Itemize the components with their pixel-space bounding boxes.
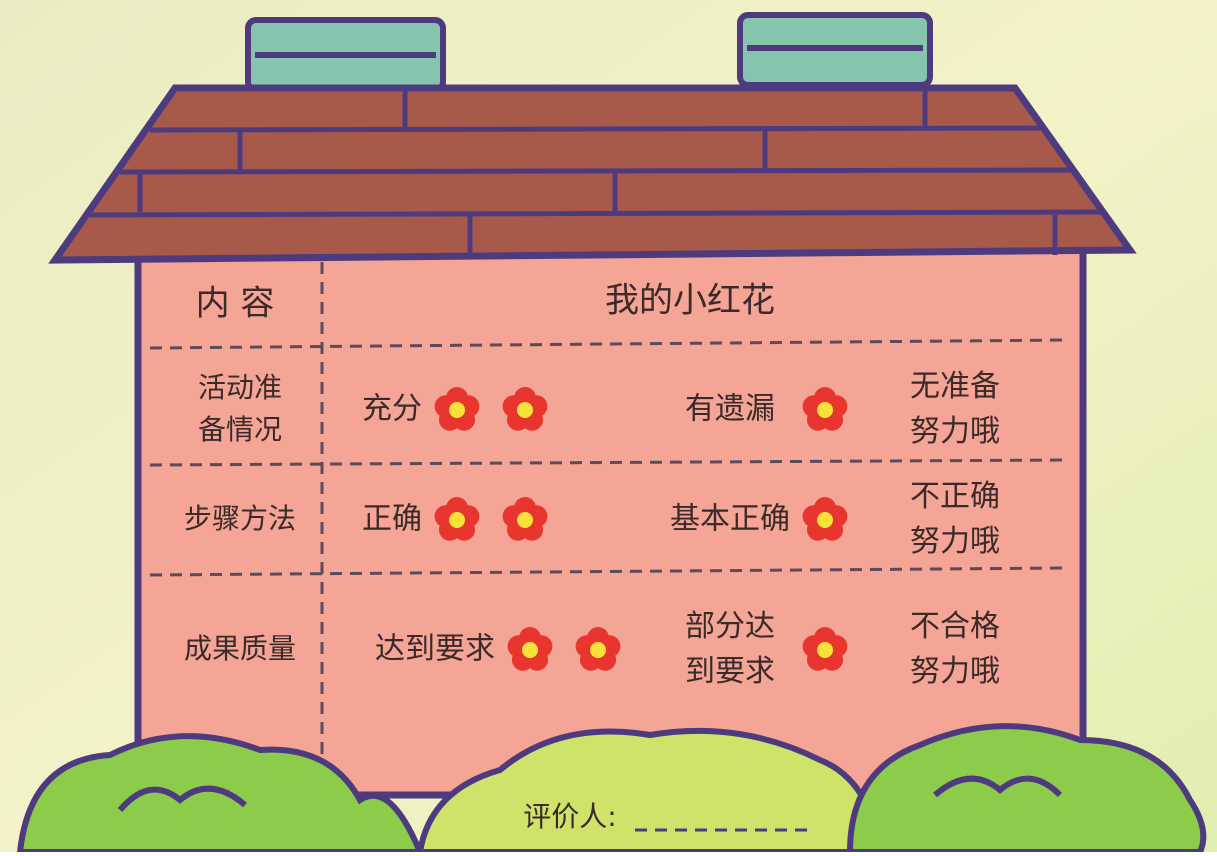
flower-icon (434, 387, 480, 431)
flower-icon (802, 497, 848, 541)
poor-text: 无准备 (910, 369, 1000, 404)
fair-text: 基本正确 (670, 502, 790, 537)
good-text: 达到要求 (375, 632, 495, 667)
flower-center (522, 642, 538, 658)
good-text: 正确 (362, 502, 422, 537)
flower-center (817, 512, 833, 528)
flower-center (817, 642, 833, 658)
poor-text: 努力哦 (910, 524, 1000, 559)
flower-icon (802, 627, 848, 671)
poor-text: 不合格 (910, 609, 1000, 644)
flower-center (590, 642, 606, 658)
poor-text: 不正确 (910, 479, 1000, 514)
flower-icon (507, 627, 553, 671)
good-text: 充分 (362, 392, 422, 427)
flower-center (449, 402, 465, 418)
evaluator-label: 评价人: (523, 800, 616, 833)
poor-text: 努力哦 (910, 414, 1000, 449)
flower-center (517, 402, 533, 418)
fair-text: 到要求 (685, 654, 775, 689)
flower-center (449, 512, 465, 528)
wall (134, 246, 1087, 799)
row-label: 活动准 (198, 371, 282, 404)
bushes (16, 723, 1207, 855)
table: 内 容我的小红花活动准备情况充分 有遗漏无准备努力哦步骤方法 正确 基本正确不正确努力… (184, 281, 1000, 690)
roof (48, 84, 1137, 264)
flower-icon (434, 497, 480, 541)
row-label: 成果质量 (184, 632, 296, 665)
flower-icon (575, 627, 621, 671)
row-label: 备情况 (198, 413, 282, 446)
fair-text: 有遗漏 (685, 392, 775, 427)
header-cell: 内 容 (196, 284, 275, 324)
header-cell: 我的小红花 (605, 281, 775, 321)
table-grid (149, 262, 1069, 760)
flower-center (517, 512, 533, 528)
flower-center (817, 402, 833, 418)
row-label: 步骤方法 (184, 502, 296, 535)
flower-icon (502, 387, 548, 431)
fair-text: 部分达 (685, 609, 775, 644)
flower-icon (502, 497, 548, 541)
flower-icon (802, 387, 848, 431)
chimneys (245, 12, 933, 93)
poor-text: 努力哦 (910, 654, 1000, 689)
